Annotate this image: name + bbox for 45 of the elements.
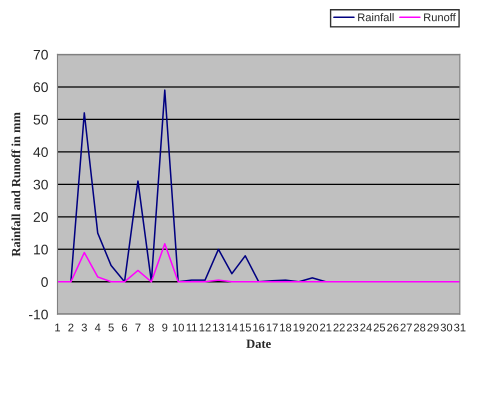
x-tick-label: 5 bbox=[108, 324, 114, 332]
y-tick-label: -10 bbox=[28, 310, 48, 320]
x-tick-label: 23 bbox=[346, 324, 358, 332]
line-series bbox=[57, 243, 460, 283]
x-tick-label: 10 bbox=[172, 324, 184, 332]
y-axis-title: Rainfall and Runoff in mm bbox=[11, 112, 20, 256]
x-tick-label: 19 bbox=[294, 324, 305, 332]
x-tick-label: 29 bbox=[427, 324, 439, 332]
y-tick-label: 60 bbox=[34, 82, 48, 92]
x-tick-label: 8 bbox=[148, 324, 154, 332]
x-tick-label: 1 bbox=[55, 324, 60, 332]
legend-label: Runoff bbox=[424, 13, 456, 22]
y-tick-label: 30 bbox=[34, 180, 48, 190]
x-tick-label: 6 bbox=[122, 324, 128, 332]
x-tick-label: 9 bbox=[162, 324, 168, 332]
x-tick-label: 21 bbox=[320, 324, 332, 332]
x-tick-label: 22 bbox=[334, 324, 345, 332]
x-tick-label: 11 bbox=[186, 324, 197, 332]
x-tick-label: 20 bbox=[306, 324, 318, 332]
x-tick-label: 7 bbox=[135, 324, 140, 332]
x-tick-label: 31 bbox=[454, 324, 466, 332]
x-tick-label: 27 bbox=[400, 324, 412, 332]
x-tick-label: 12 bbox=[200, 324, 211, 332]
x-tick-label: 15 bbox=[240, 324, 251, 332]
y-tick-label: 0 bbox=[41, 277, 48, 287]
x-tick-label: 13 bbox=[213, 324, 224, 332]
x-tick-label: 30 bbox=[440, 324, 452, 332]
y-tick-label: 10 bbox=[34, 244, 48, 254]
x-tick-label: 18 bbox=[280, 324, 292, 332]
y-tick-label: 70 bbox=[34, 50, 48, 60]
x-tick-label: 14 bbox=[226, 324, 238, 332]
x-tick-label: 28 bbox=[414, 324, 426, 332]
y-tick-label: 40 bbox=[33, 147, 48, 158]
y-tick-label: 50 bbox=[34, 114, 48, 125]
x-tick-label: 25 bbox=[374, 324, 386, 332]
x-tick-label: 3 bbox=[82, 324, 87, 332]
x-tick-label: 4 bbox=[94, 324, 100, 332]
x-tick-label: 24 bbox=[360, 324, 372, 332]
legend-label: Rainfall bbox=[358, 13, 394, 22]
x-tick-label: 17 bbox=[266, 324, 278, 332]
x-axis-title: Date bbox=[246, 340, 271, 348]
x-tick-label: 26 bbox=[387, 324, 398, 332]
x-tick-label: 2 bbox=[68, 324, 74, 332]
x-tick-label: 16 bbox=[253, 324, 264, 332]
y-tick-label: 20 bbox=[34, 212, 48, 222]
